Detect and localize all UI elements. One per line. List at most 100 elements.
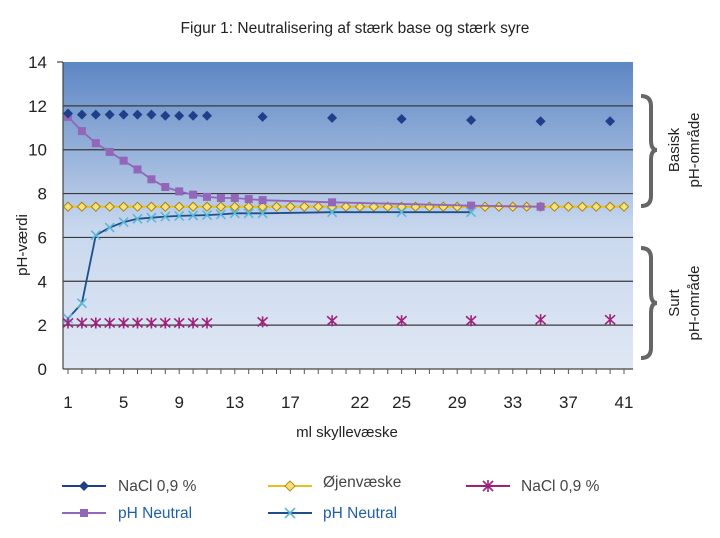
data-point (257, 111, 268, 122)
data-point (257, 201, 268, 212)
x-tick-label: 9 (174, 393, 183, 412)
data-point (188, 110, 199, 121)
data-point (257, 208, 268, 219)
data-point (105, 147, 114, 156)
data-point (173, 201, 185, 212)
gridlines (63, 105, 633, 326)
data-point (145, 317, 157, 329)
data-point (563, 201, 574, 212)
series-4 (62, 207, 477, 324)
data-point (132, 201, 143, 212)
data-point (187, 201, 199, 212)
data-point (590, 201, 602, 212)
data-point (605, 116, 616, 127)
data-point (159, 317, 171, 329)
data-point (133, 165, 142, 174)
axes (57, 61, 633, 374)
data-point (368, 201, 380, 212)
data-point (618, 201, 630, 212)
legend-item-ojenvaeske: Øjenvæske (268, 474, 401, 492)
y-tick-label: 10 (28, 141, 47, 160)
data-point (174, 110, 185, 121)
data-point (604, 314, 616, 326)
data-point (203, 192, 211, 201)
x-tick-label: 25 (392, 393, 411, 412)
x-tick-label: 37 (559, 393, 578, 412)
data-point (466, 207, 477, 218)
data-point (90, 109, 101, 120)
data-point (396, 207, 407, 218)
series-layer (62, 108, 630, 329)
data-point (216, 193, 225, 202)
acid-region-label-1: Surt (666, 288, 683, 316)
x-tick-label: 17 (281, 393, 300, 412)
data-point (229, 208, 240, 219)
data-point (104, 317, 116, 329)
data-point (91, 139, 100, 148)
data-point (119, 156, 128, 165)
data-point (132, 213, 143, 224)
acid-region-brace (640, 246, 658, 360)
data-point (161, 182, 170, 191)
data-point (76, 317, 88, 329)
data-point (104, 109, 115, 120)
data-point (215, 209, 226, 220)
x-tick-label: 13 (225, 393, 244, 412)
data-point (201, 201, 213, 212)
y-tick-label: 2 (38, 316, 47, 335)
data-point (327, 207, 338, 218)
data-point (467, 201, 476, 210)
data-point (147, 175, 156, 184)
basic-region-brace (640, 94, 658, 208)
y-axis-title: pH-værdi (14, 214, 31, 276)
x-tick-labels: 1 5 9 13 17 22 25 29 33 37 41 (63, 393, 633, 412)
data-point (354, 201, 366, 212)
data-point (230, 193, 239, 202)
data-point (188, 210, 199, 221)
data-point (131, 317, 144, 329)
data-point (146, 201, 157, 212)
data-point (535, 116, 546, 127)
x-tick-label: 33 (503, 393, 522, 412)
data-point (189, 190, 198, 199)
legend-item-ph-neutral-base: pH Neutral (62, 505, 192, 522)
basic-region-label-1: Basisk (666, 127, 683, 172)
data-point (604, 201, 616, 212)
data-point (466, 115, 477, 126)
legend-item-nacl-acid: NaCl 0,9 % (466, 478, 600, 495)
y-tick-label: 0 (38, 360, 47, 379)
data-point (340, 201, 352, 212)
y-tick-label: 14 (28, 53, 47, 72)
y-tick-labels: 0 2 4 6 8 10 12 14 (28, 53, 47, 379)
legend-item-ph-neutral-acid: pH Neutral (268, 505, 397, 522)
data-point (160, 110, 171, 121)
data-point (160, 201, 171, 212)
data-point (146, 109, 157, 120)
data-point (327, 112, 338, 123)
data-point (312, 201, 324, 212)
data-point (104, 201, 115, 212)
data-point (132, 109, 143, 120)
data-point (465, 315, 477, 327)
x-tick-label: 41 (615, 393, 634, 412)
data-point (285, 201, 296, 212)
region-annotations: Basisk pH-område Surt pH-område (640, 94, 703, 360)
data-point (201, 209, 213, 221)
data-point (536, 202, 545, 211)
data-point (187, 317, 199, 329)
data-point (104, 222, 115, 233)
data-point (77, 127, 86, 136)
data-point (118, 317, 130, 329)
legend: NaCl 0,9 % Øjenvæske NaCl 0,9 % pH Neutr… (62, 474, 600, 522)
data-point (146, 212, 157, 223)
data-point (326, 315, 338, 327)
data-point (549, 201, 560, 212)
data-point (328, 198, 337, 207)
data-point (118, 217, 129, 228)
y-tick-label: 6 (38, 228, 47, 247)
data-point (118, 109, 129, 120)
y-tick-label: 8 (38, 185, 47, 204)
data-point (257, 316, 269, 328)
data-point (535, 314, 547, 326)
data-point (202, 110, 212, 121)
